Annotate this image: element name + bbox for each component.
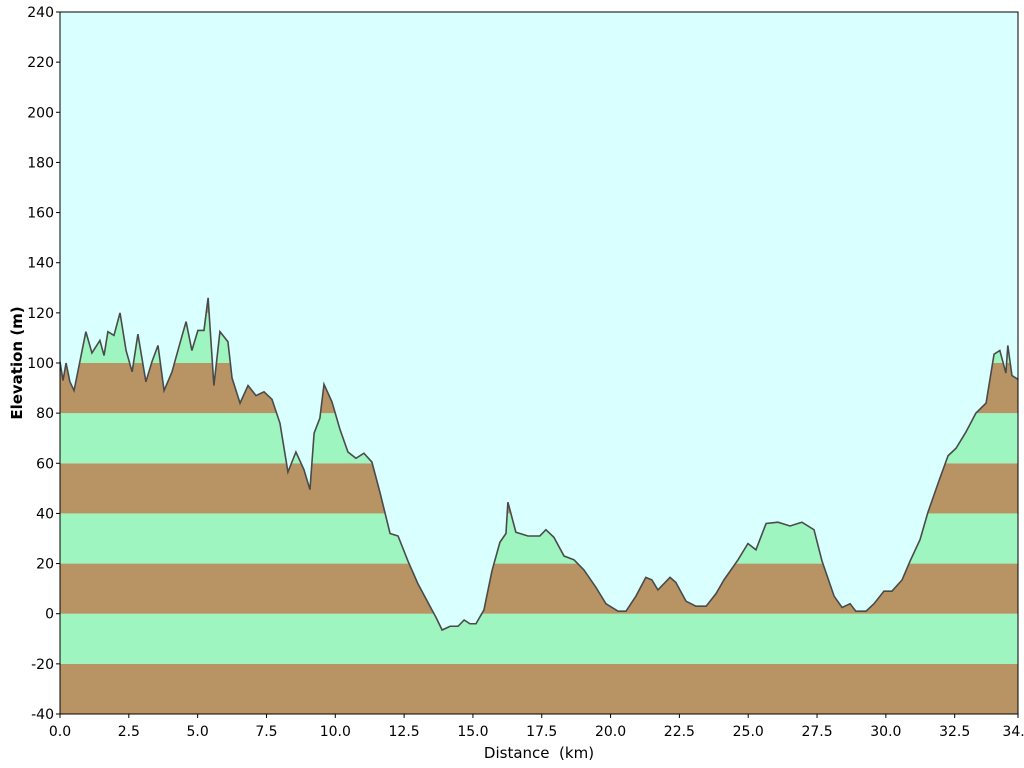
y-tick-label: 100 [27,356,54,372]
x-axis-label: Distance (km) [484,744,594,762]
profile-line [59,297,1019,632]
y-tick-label: 20 [36,557,54,573]
y-tick-label: 180 [27,155,54,171]
band [60,613,1018,664]
y-tick-label: 240 [27,5,54,21]
y-tick-label: 220 [27,55,54,71]
x-tick-label: 15.0 [457,724,488,740]
x-tick-label: 22.5 [664,724,695,740]
x-tick-label: 17.5 [526,724,557,740]
band [60,663,1018,714]
x-tick-label: 32.5 [939,724,970,740]
x-tick-label: 0.0 [49,724,71,740]
y-tick-label: -40 [31,707,54,723]
x-tick-label: 30.0 [870,724,901,740]
y-tick-label: 80 [36,406,54,422]
y-tick-label: 0 [45,607,54,623]
y-axis-label: Elevation (m) [8,306,26,419]
x-tick-label: 20.0 [595,724,626,740]
x-tick-label: 12.5 [389,724,420,740]
y-tick-label: -20 [31,657,54,673]
x-tick-label: 27.5 [801,724,832,740]
y-tick-label: 140 [27,256,54,272]
y-tick-label: 200 [27,105,54,121]
x-tick-label: 10.0 [320,724,351,740]
x-tick-label: 34.8 [1002,724,1024,740]
x-tick-label: 25.0 [733,724,764,740]
x-tick-label: 2.5 [118,724,140,740]
y-tick-label: 160 [27,206,54,222]
x-tick-label: 5.0 [187,724,209,740]
y-tick-label: 40 [36,506,54,522]
y-tick-label: 120 [27,306,54,322]
y-tick-label: 60 [36,456,54,472]
x-tick-label: 7.5 [255,724,277,740]
